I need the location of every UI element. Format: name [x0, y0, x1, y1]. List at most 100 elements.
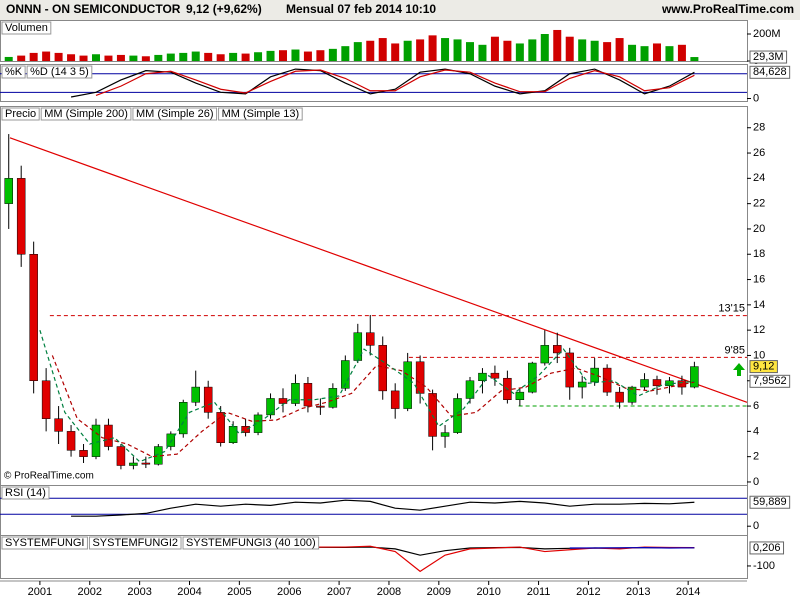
volume-bar: [690, 57, 699, 61]
x-tick-label: 2008: [377, 586, 401, 598]
panel: [0, 535, 748, 579]
volume-bar: [615, 38, 624, 61]
volume-bar: [652, 43, 661, 61]
line: [70, 68, 695, 98]
value-tag: 29,3M: [753, 51, 784, 63]
candle-body: [141, 462, 151, 465]
volume-bar: [278, 50, 287, 61]
y-tick-label: 20: [753, 223, 765, 235]
trend-line: [9, 137, 748, 403]
value-tag-box: [749, 495, 791, 509]
legend-box: [26, 65, 93, 79]
candle-body: [540, 345, 550, 364]
candle-body: [652, 379, 662, 387]
level-label: 13'15: [718, 303, 745, 315]
line: [71, 499, 695, 517]
value-tag: 9,12: [753, 360, 774, 372]
volume-bar: [204, 52, 213, 61]
line: [51, 355, 695, 458]
candle-body: [241, 426, 250, 433]
volume-bar: [553, 29, 562, 61]
y-tick-label: 0: [753, 520, 759, 532]
y-tick-label: 12: [753, 324, 765, 336]
legend-box: [218, 107, 303, 121]
x-tick-label: 2002: [78, 586, 102, 598]
candle-body: [253, 414, 263, 433]
candle-body: [266, 398, 275, 416]
candle-body: [129, 462, 138, 466]
candle-body: [465, 380, 475, 399]
volume-bar: [4, 56, 13, 61]
volume-bar: [328, 48, 337, 61]
volume-bar: [316, 50, 325, 61]
volume-bar: [141, 56, 150, 61]
volume-bar: [341, 46, 350, 61]
x-tick-label: 2006: [277, 586, 301, 598]
candle-body: [390, 390, 400, 409]
volume-bar: [353, 42, 362, 61]
volume-bar: [590, 40, 599, 61]
volume-bar: [490, 36, 499, 61]
y-tick-label: 18: [753, 248, 765, 260]
y-tick-label: -100: [753, 560, 775, 572]
legend-box: [1, 21, 52, 35]
legend-label: %K: [5, 66, 23, 78]
legend-box: [1, 65, 26, 79]
candle-body: [690, 366, 699, 388]
legend-label: MM (Simple 26): [136, 108, 214, 120]
candle-body: [316, 405, 325, 408]
volume-bar: [54, 52, 63, 61]
volume-bar: [416, 39, 425, 61]
candle-body: [490, 372, 500, 379]
volume-bar: [104, 55, 113, 61]
y-tick-label: 6: [753, 400, 759, 412]
legend-label: RSI (14): [5, 487, 46, 499]
candle-body: [615, 391, 624, 403]
volume-bar: [17, 55, 26, 61]
x-tick-label: 2009: [427, 586, 451, 598]
volume-bar: [441, 38, 450, 61]
volume-bar: [291, 49, 300, 61]
y-tick-label: 24: [753, 172, 765, 184]
candle-body: [403, 361, 412, 409]
candle-body: [291, 383, 300, 404]
x-tick-label: 2011: [527, 586, 551, 598]
y-tick-label: 0: [753, 476, 759, 488]
legend-label: MM (Simple 13): [222, 108, 300, 120]
volume-bar: [378, 38, 387, 61]
candle-body: [353, 332, 363, 361]
candle-body: [640, 379, 649, 388]
volume-bar: [254, 52, 263, 61]
volume-bar: [91, 54, 100, 61]
x-tick-label: 2007: [327, 586, 351, 598]
volume-bar: [677, 44, 686, 61]
volume-bar: [503, 40, 512, 61]
x-tick-label: 2004: [177, 586, 201, 598]
level-label: 9'85: [725, 344, 745, 356]
candle-body: [278, 398, 288, 404]
y-tick-label: 10: [753, 349, 765, 361]
legend-box: [132, 107, 218, 121]
volume-bar: [42, 51, 51, 61]
y-tick-label: 28: [753, 122, 765, 134]
candle-body: [179, 402, 188, 435]
value-tag-box: [749, 50, 788, 64]
y-tick-label: 200M: [753, 28, 781, 40]
legend-box: [88, 536, 182, 550]
volume-bar: [665, 46, 674, 61]
y-tick-label: 26: [753, 147, 765, 159]
candle-body: [515, 391, 525, 400]
volume-bar: [266, 50, 275, 61]
x-tick-label: 2012: [576, 586, 600, 598]
period: Mensual 07 feb 2014 10:10: [286, 2, 436, 16]
candle-body: [577, 381, 587, 388]
candle-body: [66, 431, 76, 451]
up-arrow: [733, 363, 745, 376]
symbol: ONNN - ON SEMICONDUCTOR: [6, 2, 181, 16]
candle-body: [216, 412, 225, 443]
legend-label: MM (Simple 200): [44, 108, 128, 120]
volume-bar: [428, 35, 437, 61]
candle-body: [41, 380, 51, 419]
volume-bar: [154, 54, 163, 61]
